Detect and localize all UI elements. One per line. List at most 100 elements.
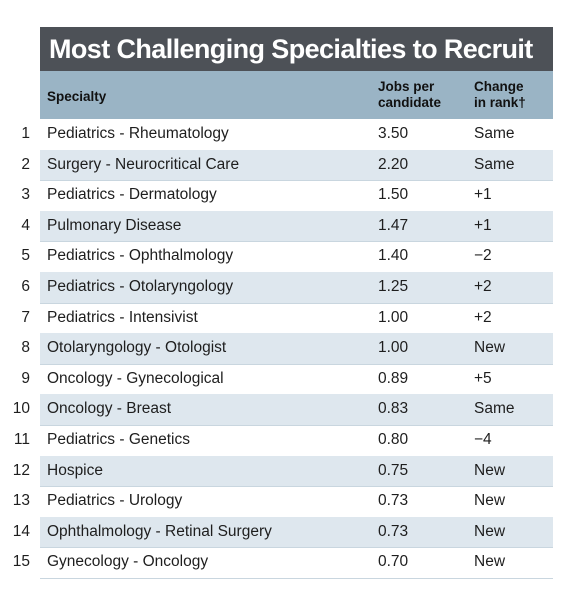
- row-cells: Oncology - Breast 0.83 Same: [40, 394, 553, 426]
- row-jobs-per-candidate: 0.75: [378, 461, 409, 479]
- header-specialty: Specialty: [47, 89, 107, 104]
- row-change-in-rank: −4: [474, 430, 492, 448]
- row-cells: Pulmonary Disease 1.47 +1: [40, 210, 553, 243]
- row-change-in-rank: Same: [474, 125, 515, 142]
- row-specialty: Surgery - Neurocritical Care: [47, 155, 240, 173]
- row-change-in-rank: Same: [474, 155, 515, 173]
- row-rank: 9: [21, 369, 30, 387]
- table-row: 9 Oncology - Gynecological 0.89 +5: [0, 364, 570, 396]
- table-row: 3 Pediatrics - Dermatology 1.50 +1: [0, 180, 570, 212]
- row-specialty: Otolaryngology - Otologist: [47, 339, 227, 357]
- row-rank: 10: [12, 400, 30, 418]
- row-cells: Pediatrics - Ophthalmology 1.40 −2: [40, 241, 553, 273]
- row-change-in-rank: +1: [474, 186, 492, 204]
- row-specialty: Pediatrics - Rheumatology: [47, 125, 229, 142]
- row-cells: Ophthalmology - Retinal Surgery 0.73 New: [40, 516, 553, 549]
- table-row: 14 Ophthalmology - Retinal Surgery 0.73 New: [0, 516, 570, 549]
- table-body: 1 Pediatrics - Rheumatology 3.50 Same 2 Surge…: [0, 119, 570, 579]
- row-rank: 12: [12, 461, 30, 479]
- row-change-in-rank: New: [474, 522, 506, 540]
- table-row: 2 Surgery - Neurocritical Care 2.20 Same: [0, 149, 570, 182]
- header-change-line2: in rank†: [474, 95, 526, 110]
- table-row: 15 Gynecology - Oncology 0.70 New: [0, 547, 570, 579]
- row-specialty: Pediatrics - Ophthalmology: [47, 247, 234, 265]
- row-rank: 5: [21, 247, 30, 265]
- row-rank: 8: [21, 339, 30, 357]
- row-cells: Oncology - Gynecological 0.89 +5: [40, 364, 553, 396]
- row-cells: Pediatrics - Urology 0.73 New: [40, 486, 553, 518]
- row-change-in-rank: +5: [474, 369, 492, 387]
- row-specialty: Pediatrics - Dermatology: [47, 186, 217, 204]
- row-cells: Otolaryngology - Otologist 1.00 New: [40, 333, 553, 365]
- row-cells: Gynecology - Oncology 0.70 New: [40, 547, 553, 579]
- row-jobs-per-candidate: 1.00: [378, 339, 409, 357]
- row-change-in-rank: +2: [474, 277, 492, 295]
- row-specialty: Hospice: [47, 461, 103, 479]
- row-jobs-per-candidate: 1.00: [378, 308, 409, 326]
- table-row: 4 Pulmonary Disease 1.47 +1: [0, 210, 570, 243]
- row-change-in-rank: +1: [474, 216, 492, 234]
- row-cells: Surgery - Neurocritical Care 2.20 Same: [40, 149, 553, 182]
- table-row: 8 Otolaryngology - Otologist 1.00 New: [0, 333, 570, 365]
- row-change-in-rank: −2: [474, 247, 492, 265]
- row-jobs-per-candidate: 1.40: [378, 247, 409, 265]
- row-specialty: Oncology - Gynecological: [47, 369, 224, 387]
- row-specialty: Pediatrics - Otolaryngology: [47, 277, 234, 295]
- table-row: 5 Pediatrics - Ophthalmology 1.40 −2: [0, 241, 570, 273]
- header-jobs-line2: candidate: [378, 95, 442, 110]
- row-rank: 7: [21, 308, 30, 326]
- header-change-line1: Change: [474, 79, 524, 94]
- row-cells: Pediatrics - Rheumatology 3.50 Same: [40, 119, 553, 151]
- table-row: 7 Pediatrics - Intensivist 1.00 +2: [0, 303, 570, 335]
- row-rank: 6: [21, 277, 30, 295]
- row-jobs-per-candidate: 0.73: [378, 522, 409, 540]
- row-jobs-per-candidate: 1.25: [378, 277, 409, 295]
- row-change-in-rank: Same: [474, 400, 515, 418]
- row-change-in-rank: New: [474, 492, 506, 510]
- table-row: 10 Oncology - Breast 0.83 Same: [0, 394, 570, 426]
- row-jobs-per-candidate: 0.73: [378, 492, 409, 510]
- row-rank: 3: [21, 186, 30, 204]
- row-specialty: Gynecology - Oncology: [47, 553, 209, 571]
- row-rank: 1: [21, 125, 30, 142]
- row-specialty: Pediatrics - Genetics: [47, 430, 190, 448]
- table-title: Most Challenging Specialties to Recruit: [40, 27, 553, 71]
- row-jobs-per-candidate: 2.20: [378, 155, 409, 173]
- table-row: 6 Pediatrics - Otolaryngology 1.25 +2: [0, 271, 570, 304]
- row-change-in-rank: New: [474, 461, 506, 479]
- row-rank: 14: [12, 522, 30, 540]
- row-specialty: Oncology - Breast: [47, 400, 172, 418]
- row-jobs-per-candidate: 3.50: [378, 125, 409, 142]
- row-change-in-rank: +2: [474, 308, 492, 326]
- row-cells: Pediatrics - Otolaryngology 1.25 +2: [40, 271, 553, 304]
- row-rank: 11: [13, 430, 30, 448]
- row-jobs-per-candidate: 0.70: [378, 553, 409, 571]
- row-specialty: Pulmonary Disease: [47, 216, 182, 234]
- row-cells: Pediatrics - Genetics 0.80 −4: [40, 425, 553, 457]
- row-jobs-per-candidate: 0.83: [378, 400, 409, 418]
- header-jobs-line1: Jobs per: [378, 79, 435, 94]
- row-change-in-rank: New: [474, 339, 506, 357]
- table-row: 11 Pediatrics - Genetics 0.80 −4: [0, 425, 570, 457]
- row-rank: 4: [21, 216, 30, 234]
- header-jobs-per-candidate: Jobs per candidate: [378, 79, 441, 111]
- row-jobs-per-candidate: 1.47: [378, 216, 409, 234]
- row-cells: Hospice 0.75 New: [40, 455, 553, 488]
- row-specialty: Pediatrics - Urology: [47, 492, 183, 510]
- row-jobs-per-candidate: 1.50: [378, 186, 409, 204]
- row-rank: 13: [12, 492, 30, 510]
- row-change-in-rank: New: [474, 553, 506, 571]
- row-rank: 2: [21, 155, 30, 173]
- row-jobs-per-candidate: 0.80: [378, 430, 409, 448]
- row-specialty: Ophthalmology - Retinal Surgery: [47, 522, 272, 540]
- row-jobs-per-candidate: 0.89: [378, 369, 409, 387]
- row-cells: Pediatrics - Intensivist 1.00 +2: [40, 303, 553, 335]
- row-cells: Pediatrics - Dermatology 1.50 +1: [40, 180, 553, 212]
- header-change-in-rank: Change in rank†: [474, 79, 526, 111]
- table-row: 13 Pediatrics - Urology 0.73 New: [0, 486, 570, 518]
- table-row: 1 Pediatrics - Rheumatology 3.50 Same: [0, 119, 570, 151]
- table-header: Specialty Jobs per candidate Change in r…: [40, 71, 553, 119]
- row-rank: 15: [12, 553, 30, 571]
- table-row: 12 Hospice 0.75 New: [0, 455, 570, 488]
- row-specialty: Pediatrics - Intensivist: [47, 308, 198, 326]
